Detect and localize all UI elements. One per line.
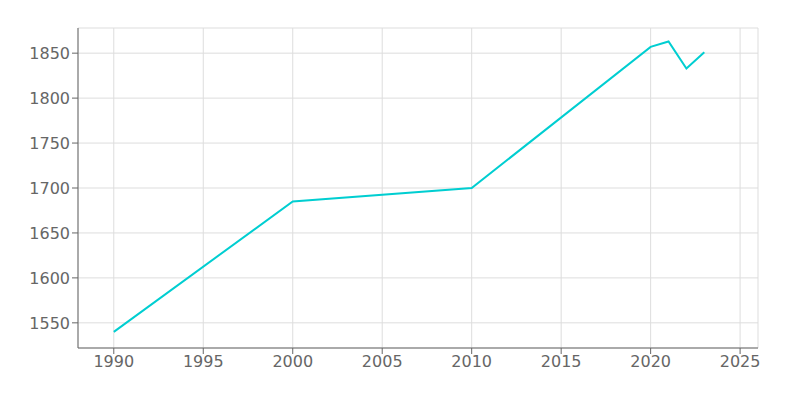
svg-text:1990: 1990 — [93, 352, 134, 371]
svg-text:2020: 2020 — [630, 352, 671, 371]
svg-text:2015: 2015 — [541, 352, 582, 371]
svg-text:1750: 1750 — [29, 134, 70, 153]
svg-text:2010: 2010 — [451, 352, 492, 371]
svg-text:1995: 1995 — [183, 352, 224, 371]
svg-text:1650: 1650 — [29, 224, 70, 243]
svg-text:1700: 1700 — [29, 179, 70, 198]
svg-text:2000: 2000 — [272, 352, 313, 371]
svg-text:1550: 1550 — [29, 314, 70, 333]
svg-text:1600: 1600 — [29, 269, 70, 288]
svg-text:1800: 1800 — [29, 89, 70, 108]
svg-text:1850: 1850 — [29, 44, 70, 63]
svg-text:2025: 2025 — [720, 352, 761, 371]
svg-text:2005: 2005 — [362, 352, 403, 371]
